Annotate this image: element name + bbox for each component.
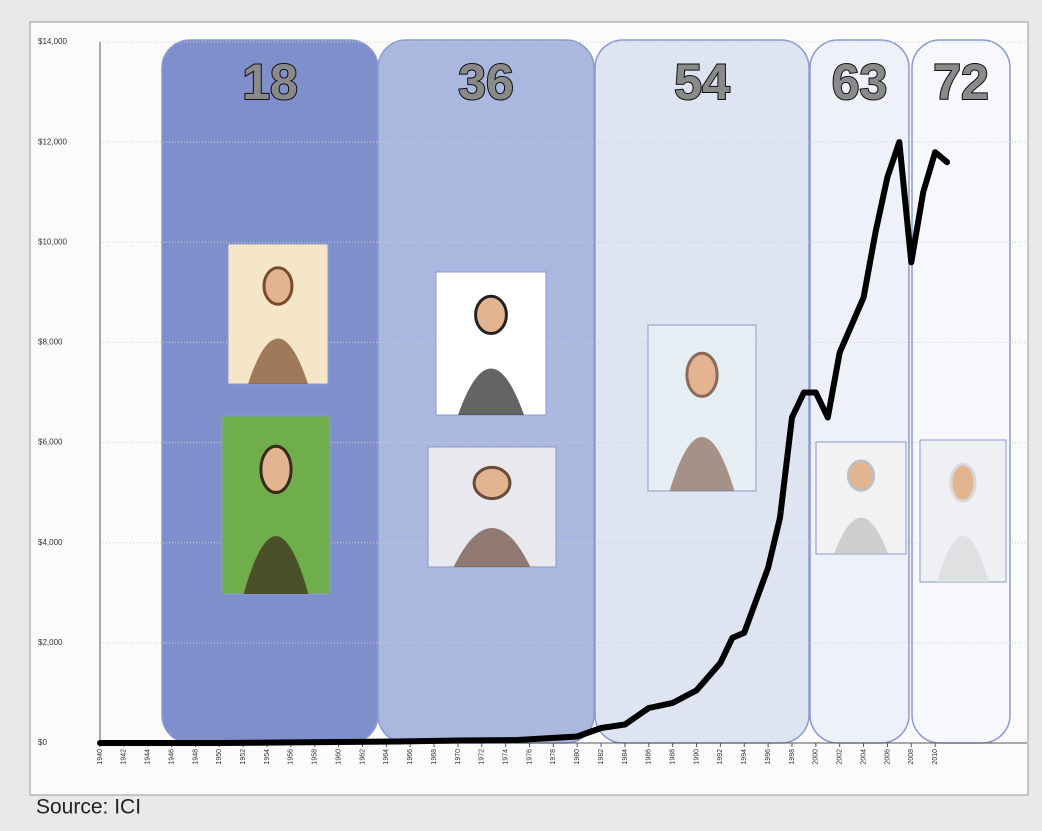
y-tick-label: $6,000 [38, 438, 63, 447]
age-panel [161, 39, 379, 744]
y-tick-label: $2,000 [38, 638, 63, 647]
x-tick-label: 1950 [216, 749, 223, 765]
y-tick-label: $14,000 [38, 37, 67, 46]
y-tick-label: $12,000 [38, 137, 67, 146]
x-tick-label: 1958 [312, 749, 319, 765]
x-tick-label: 1974 [502, 749, 509, 765]
x-tick-label: 2000 [813, 749, 820, 765]
photo-figure [243, 536, 309, 594]
x-tick-label: 1970 [455, 749, 462, 765]
photo-figure [262, 266, 294, 306]
photo-figure [259, 444, 293, 495]
x-tick-label: 1972 [479, 749, 486, 765]
y-tick-label: $10,000 [38, 237, 67, 246]
age-panel [911, 39, 1011, 744]
y-tick-label: $4,000 [38, 538, 63, 547]
age-label: 18 [242, 54, 298, 110]
data-line [97, 139, 951, 746]
age-label: 72 [933, 54, 989, 110]
photo-figure [937, 535, 989, 582]
photo-figure [949, 462, 977, 503]
x-tick-label: 2006 [884, 749, 891, 765]
photo-figure [669, 437, 735, 491]
photo-figure [453, 528, 531, 567]
x-tick-label: 1996 [765, 749, 772, 765]
x-tick-label: 1954 [264, 749, 271, 765]
x-tick-label: 1998 [789, 749, 796, 765]
x-tick-label: 1968 [431, 749, 438, 765]
photo-figure [458, 368, 524, 415]
photo-figure [474, 294, 508, 335]
x-tick-label: 1986 [646, 749, 653, 765]
age-panel [809, 39, 910, 744]
x-tick-label: 1984 [622, 749, 629, 765]
x-tick-label: 1990 [693, 749, 700, 765]
x-tick-label: 1976 [526, 749, 533, 765]
x-tick-label: 1988 [670, 749, 677, 765]
x-tick-label: 1952 [240, 749, 247, 765]
x-tick-label: 1940 [97, 749, 104, 765]
x-tick-label: 2004 [860, 749, 867, 765]
x-tick-label: 1960 [335, 749, 342, 765]
x-tick-label: 1982 [598, 749, 605, 765]
x-tick-label: 1966 [407, 749, 414, 765]
x-tick-label: 2002 [837, 749, 844, 765]
x-tick-label: 1962 [359, 749, 366, 765]
x-tick-label: 1994 [741, 749, 748, 765]
x-tick-label: 1956 [288, 749, 295, 765]
x-tick-label: 1992 [717, 749, 724, 765]
age-label: 54 [674, 54, 730, 110]
x-tick-label: 1942 [121, 749, 128, 765]
x-tick-label: 1948 [192, 749, 199, 765]
x-tick-label: 1944 [145, 749, 152, 765]
y-tick-label: $0 [38, 738, 47, 747]
photo-figure [685, 351, 719, 398]
x-tick-label: 1980 [574, 749, 581, 765]
x-tick-label: 1978 [550, 749, 557, 765]
x-tick-label: 1964 [383, 749, 390, 765]
x-tick-label: 1946 [168, 749, 175, 765]
photo-figure [834, 517, 888, 554]
source-note: Source: ICI [36, 796, 141, 819]
photo-figure [248, 338, 308, 384]
age-label: 36 [458, 54, 514, 110]
photo-figure [472, 465, 512, 501]
x-tick-label: 2008 [908, 749, 915, 765]
age-label: 63 [832, 54, 888, 110]
x-tick-label: 2010 [932, 749, 939, 765]
y-tick-label: $8,000 [38, 338, 63, 347]
photo-figure [846, 459, 876, 492]
